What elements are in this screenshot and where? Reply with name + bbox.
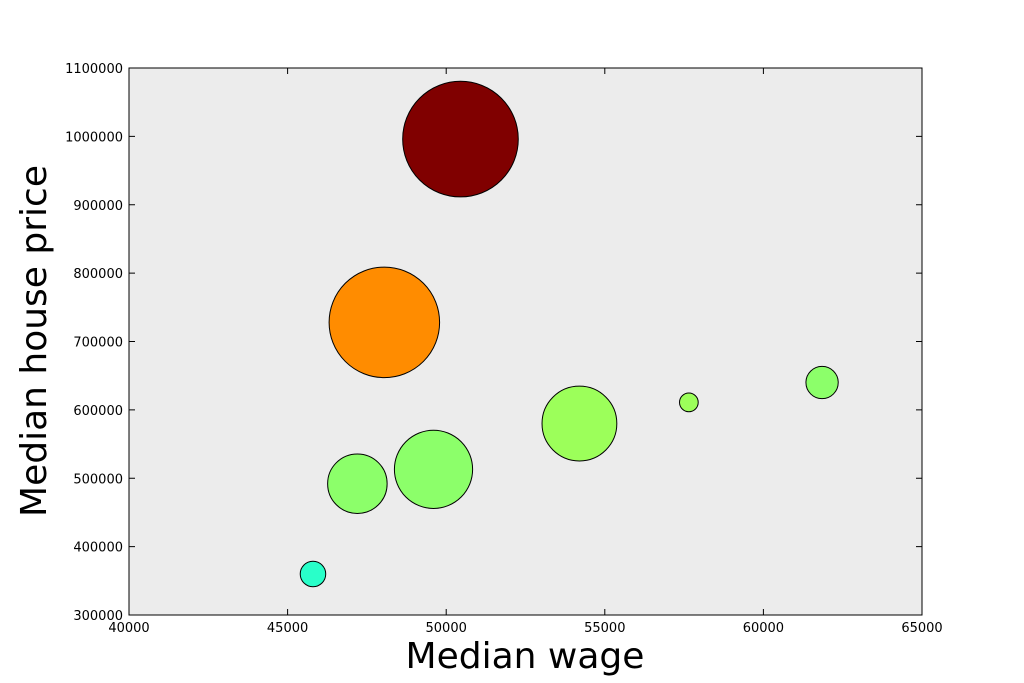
bubble-point-5 <box>805 365 839 400</box>
y-tick-label-2: 500000 <box>73 472 123 487</box>
bubble-layer <box>299 80 839 588</box>
y-axis-title: Median house price <box>14 165 55 517</box>
y-tick-label-7: 1000000 <box>65 130 123 145</box>
y-tick-label-5: 800000 <box>73 267 123 282</box>
x-tick-label-0: 40000 <box>108 621 149 636</box>
x-tick-label-2: 50000 <box>426 621 467 636</box>
bubble-point-0 <box>402 80 519 198</box>
x-tick-label-5: 65000 <box>901 621 942 636</box>
y-tick-label-3: 600000 <box>73 404 123 419</box>
x-tick-label-1: 45000 <box>267 621 308 636</box>
bubble-point-4 <box>327 453 388 514</box>
x-tick-label-4: 60000 <box>743 621 784 636</box>
y-tick-label-8: 1100000 <box>65 62 123 77</box>
y-tick-label-1: 400000 <box>73 541 123 556</box>
y-tick-label-0: 300000 <box>73 609 123 624</box>
bubble-point-2 <box>541 385 618 462</box>
bubble-point-6 <box>679 392 699 413</box>
x-tick-label-3: 55000 <box>584 621 625 636</box>
y-tick-label-6: 900000 <box>73 199 123 214</box>
tick-layer: 40000 45000 50000 55000 60000 65000 300000 4000… <box>65 62 943 636</box>
bubble-point-3 <box>393 429 474 509</box>
bubble-point-7 <box>299 560 327 588</box>
plot-frame <box>128 67 923 616</box>
plot-area <box>129 68 922 615</box>
bubble-point-1 <box>328 266 441 379</box>
y-tick-label-4: 700000 <box>73 336 123 351</box>
x-axis-title: Median wage <box>406 636 645 677</box>
